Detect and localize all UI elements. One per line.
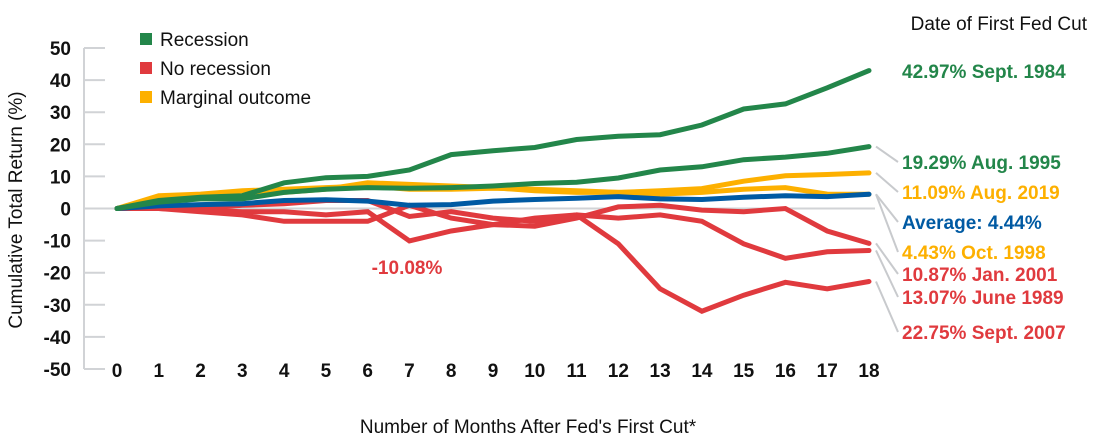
legend-label: No recession <box>160 59 271 80</box>
x-tick-label: 17 <box>817 361 838 382</box>
legend-swatch <box>140 91 152 103</box>
x-tick-label: 18 <box>858 361 879 382</box>
x-tick-label: 1 <box>153 361 164 382</box>
y-tick-label: 50 <box>50 39 71 60</box>
annotation-min-value: -10.08% <box>372 258 443 279</box>
leader-line <box>875 242 899 275</box>
end-label: 19.29% Aug. 1995 <box>902 153 1061 174</box>
x-tick-label: 8 <box>446 361 457 382</box>
leader-line <box>875 250 899 298</box>
end-label: 22.75% Sept. 2007 <box>902 323 1066 344</box>
x-axis-title: Number of Months After Fed's First Cut* <box>360 417 697 438</box>
y-tick-label: -50 <box>44 360 71 381</box>
y-tick-label: 20 <box>50 135 71 156</box>
y-tick-label: 0 <box>60 200 71 221</box>
series-line-aug-1995 <box>114 144 872 211</box>
x-tick-label: 16 <box>775 361 796 382</box>
x-tick-label: 5 <box>321 361 332 382</box>
x-tick-label: 0 <box>112 361 123 382</box>
series-lines <box>114 68 872 314</box>
y-tick-label: -20 <box>44 264 71 285</box>
label-leader-lines <box>875 145 899 333</box>
y-axis: 50 40 30 20 10 0 -10 -20 -30 -40 -50 <box>44 39 105 381</box>
legend-label: Marginal outcome <box>160 88 311 109</box>
end-label: Average: 4.44% <box>902 213 1042 234</box>
series-line-sept-1984 <box>114 68 872 211</box>
series-line-jan-2001 <box>114 202 872 246</box>
x-tick-label: 14 <box>691 361 713 382</box>
x-tick-label: 12 <box>608 361 629 382</box>
leader-line <box>875 145 899 163</box>
x-tick-label: 2 <box>195 361 206 382</box>
end-label: 11.09% Aug. 2019 <box>902 183 1060 204</box>
leader-line <box>875 172 899 193</box>
x-tick-label: 9 <box>488 361 499 382</box>
x-tick-label: 13 <box>650 361 671 382</box>
end-labels: 42.97% Sept. 1984 19.29% Aug. 1995 11.09% … <box>902 62 1066 344</box>
end-labels-header: Date of First Fed Cut <box>911 14 1088 35</box>
legend-swatch <box>140 33 152 45</box>
y-axis-title: Cumulative Total Return (%) <box>6 91 27 328</box>
end-label: 42.97% Sept. 1984 <box>902 62 1066 83</box>
y-tick-label: -40 <box>44 328 71 349</box>
x-tick-label: 10 <box>524 361 545 382</box>
y-tick-label: -30 <box>44 296 71 317</box>
y-tick-label: -10 <box>44 232 71 253</box>
x-tick-label: 3 <box>237 361 248 382</box>
leader-line <box>875 193 899 223</box>
x-tick-label: 4 <box>279 361 290 382</box>
end-label: 13.07% June 1989 <box>902 288 1064 309</box>
legend: Recession No recession Marginal outcome <box>140 30 311 109</box>
y-tick-label: 30 <box>50 103 71 124</box>
x-tick-label: 7 <box>404 361 415 382</box>
legend-swatch <box>140 62 152 74</box>
y-tick-label: 40 <box>50 71 71 92</box>
end-label: 10.87% Jan. 2001 <box>902 265 1058 286</box>
x-tick-label: 11 <box>567 361 588 382</box>
x-tick-label: 6 <box>362 361 373 382</box>
leader-line <box>875 281 899 333</box>
x-axis: 0 1 2 3 4 5 6 7 8 9 10 11 12 13 14 15 16 17 18 <box>112 361 880 382</box>
leader-line <box>875 193 899 253</box>
legend-label: Recession <box>160 30 249 51</box>
x-tick-label: 15 <box>733 361 755 382</box>
end-label: 4.43% Oct. 1998 <box>902 243 1046 264</box>
series-line-average <box>114 191 872 211</box>
y-tick-label: 10 <box>50 167 71 188</box>
